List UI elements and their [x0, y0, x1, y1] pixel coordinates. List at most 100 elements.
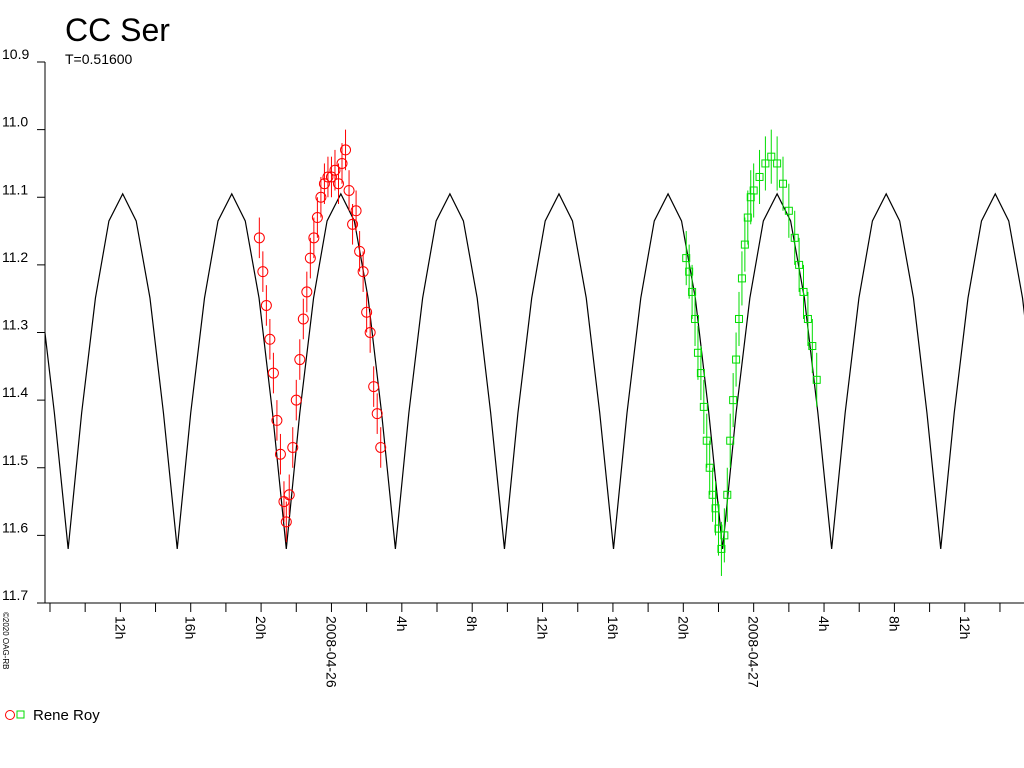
data-point: [287, 441, 299, 453]
data-point: [264, 333, 276, 345]
x-tick-label: 12h: [957, 616, 973, 639]
data-point: [364, 327, 376, 338]
x-tick-label: 2008-04-27: [746, 616, 762, 688]
data-point: [726, 436, 735, 445]
data-point: [271, 414, 283, 426]
data-point: [315, 191, 327, 203]
data-point: [343, 184, 355, 196]
data-point: [761, 159, 770, 168]
data-point: [729, 396, 738, 405]
data-point: [371, 408, 383, 420]
data-point: [347, 218, 359, 230]
x-tick-label: 12h: [535, 616, 551, 639]
data-point: [708, 490, 717, 499]
data-point: [702, 436, 711, 445]
x-tick-label: 2008-04-26: [323, 616, 339, 688]
data-point: [368, 381, 380, 393]
data-point: [784, 206, 793, 215]
data-point: [711, 504, 720, 513]
x-tick-label: 4h: [394, 616, 410, 632]
data-point: [699, 402, 708, 411]
data-point: [318, 178, 330, 190]
x-tick-label: 4h: [816, 616, 832, 632]
data-point: [691, 314, 700, 323]
data-point: [749, 186, 758, 195]
legend-marker: [16, 710, 25, 719]
model-curve: [45, 192, 1024, 549]
data-point: [283, 489, 295, 501]
data-point: [311, 212, 323, 224]
data-point: [773, 159, 782, 168]
chart-subtitle: T=0.51600: [65, 51, 133, 67]
y-tick-label: 11.2: [2, 249, 28, 265]
x-tick-label: 20h: [675, 616, 691, 639]
legend-marker: [5, 710, 15, 720]
data-point: [723, 490, 732, 499]
data-point: [732, 355, 741, 364]
data-point: [354, 245, 366, 257]
data-point: [812, 375, 821, 384]
data-point: [735, 314, 744, 323]
y-tick-label: 11.3: [2, 317, 28, 333]
data-point: [693, 348, 702, 357]
data-point: [294, 354, 306, 366]
data-point: [737, 274, 746, 283]
data-point: [253, 232, 265, 244]
data-point: [267, 367, 279, 379]
y-tick-label: 11.6: [2, 519, 28, 535]
data-point: [260, 299, 272, 311]
data-point: [304, 252, 316, 264]
data-point: [740, 240, 749, 249]
data-point: [717, 544, 726, 553]
data-point: [682, 254, 691, 263]
data-point: [340, 144, 352, 156]
data-point: [308, 232, 320, 244]
data-point: [714, 524, 723, 533]
data-point: [767, 152, 776, 161]
y-tick-label: 10.9: [2, 46, 29, 62]
data-point: [799, 287, 808, 296]
data-point: [778, 179, 787, 188]
x-tick-label: 20h: [253, 616, 269, 639]
data-point: [696, 369, 705, 378]
data-point: [375, 441, 387, 453]
legend-label: Rene Roy: [33, 707, 100, 724]
data-point: [688, 287, 697, 296]
data-point: [322, 171, 334, 183]
data-point: [808, 342, 817, 351]
data-point: [325, 171, 337, 183]
data-point: [332, 178, 344, 190]
data-point: [280, 516, 292, 528]
x-tick-label: 8h: [464, 616, 480, 632]
data-point: [301, 286, 313, 298]
chart-title: CC Ser: [65, 12, 170, 48]
data-point: [357, 266, 369, 278]
copyright: ©2020 OAG-RB: [1, 612, 10, 669]
data-point: [336, 157, 348, 169]
data-point: [803, 314, 812, 323]
plot-area: [45, 129, 1024, 576]
x-tick-label: 16h: [183, 616, 199, 639]
data-point: [329, 164, 341, 176]
data-point: [790, 233, 799, 242]
data-point: [685, 267, 694, 276]
y-tick-label: 11.0: [2, 114, 28, 130]
data-point: [257, 266, 269, 278]
data-point: [274, 448, 286, 460]
data-point: [290, 394, 302, 406]
data-point: [350, 205, 362, 217]
y-tick-label: 11.5: [2, 452, 28, 468]
data-point: [361, 306, 373, 318]
data-point: [297, 313, 309, 325]
data-point: [743, 213, 752, 222]
data-point: [795, 260, 804, 269]
x-tick-label: 8h: [886, 616, 902, 632]
x-tick-label: 12h: [112, 616, 128, 639]
y-tick-label: 11.4: [2, 384, 28, 400]
y-tick-label: 11.1: [2, 181, 28, 197]
data-point: [720, 531, 729, 540]
data-point: [755, 172, 764, 181]
y-tick-label: 11.7: [2, 587, 28, 603]
x-tick-label: 16h: [605, 616, 621, 639]
